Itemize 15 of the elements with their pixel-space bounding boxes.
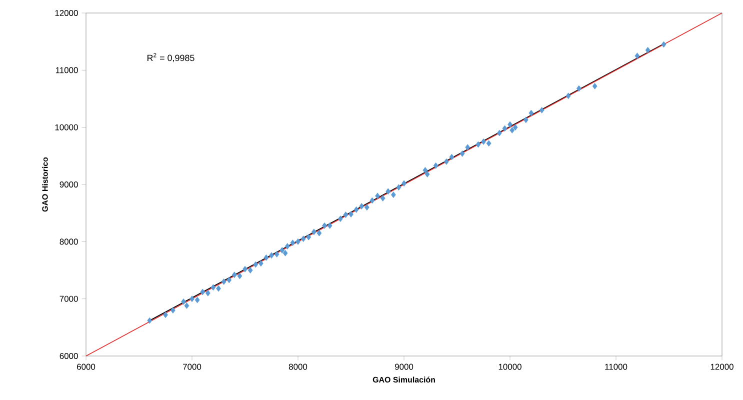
annotation: R$^{2}$ = 0,9985 <box>148 53 194 62</box>
y-tick-label: 8000 <box>60 238 78 245</box>
x-tick-label: 8000 <box>288 364 308 370</box>
y-tick-label: 7000 <box>60 296 78 302</box>
y-tick-label: 12000 <box>55 10 78 16</box>
x-tick-label: 10000 <box>498 364 522 370</box>
y-tick-label: 11000 <box>56 67 78 74</box>
y-tick-label: 6000 <box>60 353 78 359</box>
y-tick-label: 10000 <box>55 124 78 130</box>
x-tick-label: 7000 <box>183 364 202 370</box>
x-tick-label: 12000 <box>710 364 734 370</box>
x-tick-label: 11000 <box>605 364 628 370</box>
x-tick-label: 9000 <box>394 364 414 370</box>
y-tick-label: 9000 <box>60 182 78 188</box>
x-tick-label: 6000 <box>77 364 96 370</box>
